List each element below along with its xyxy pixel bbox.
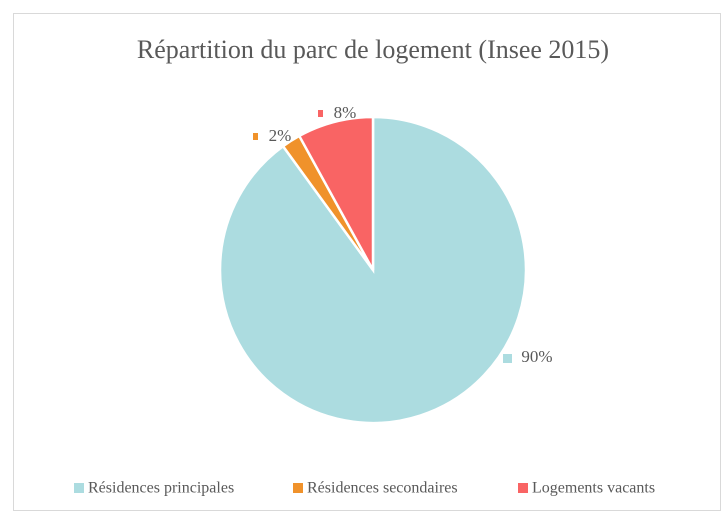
label-key: [253, 133, 258, 140]
legend-label: Logements vacants: [532, 480, 655, 497]
data-label: 90%: [521, 347, 552, 366]
legend-label: Résidences principales: [88, 480, 234, 497]
label-key: [318, 110, 323, 117]
legend-label: Résidences secondaires: [307, 480, 458, 497]
label-key: [503, 354, 512, 363]
legend-key: [293, 483, 303, 493]
pie-slice: [297, 115, 375, 271]
legend-key: [74, 483, 84, 493]
legend-key: [518, 483, 528, 493]
data-label: 8%: [334, 103, 357, 122]
data-label: 2%: [269, 126, 292, 145]
chart-title: Répartition du parc de logement (Insee 2…: [137, 35, 609, 64]
